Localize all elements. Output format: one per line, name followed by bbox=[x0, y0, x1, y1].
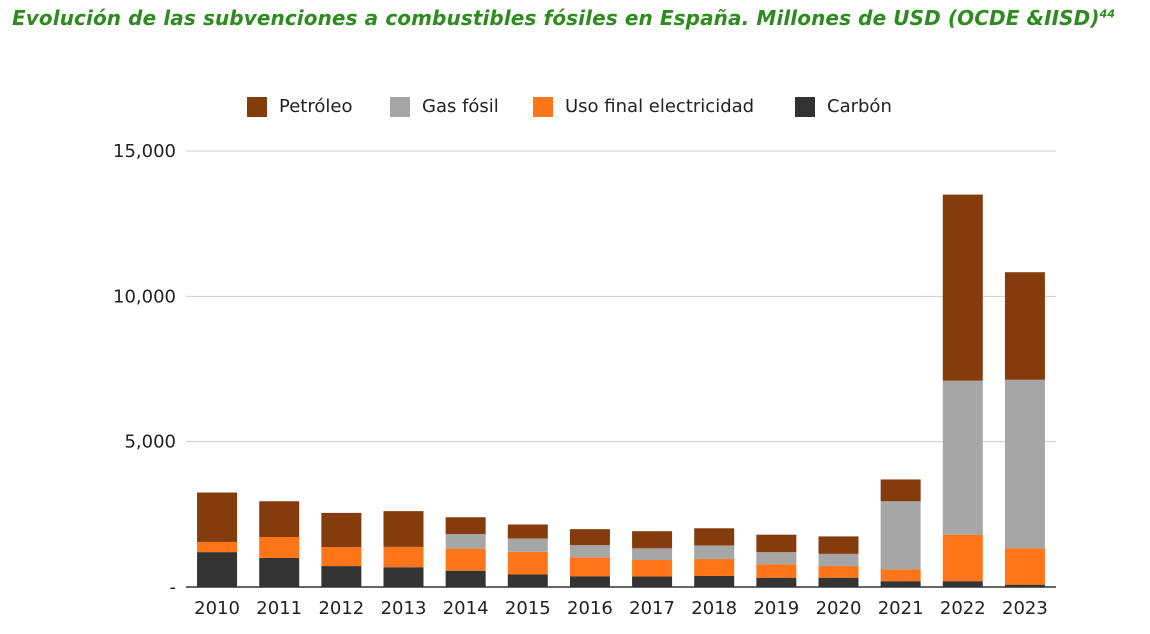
legend-item-gas-fosil: Gas fósil bbox=[390, 96, 499, 117]
y-tick-label: - bbox=[170, 577, 177, 598]
x-tick-label: 2020 bbox=[816, 598, 862, 619]
legend-swatch-uso-final-electricidad bbox=[533, 96, 553, 117]
bar-segment-petróleo-2017 bbox=[632, 531, 673, 549]
chart-legend: Petróleo Gas fósil Uso final electricida… bbox=[0, 96, 1150, 122]
legend-swatch-gas-fosil bbox=[390, 96, 410, 117]
legend-label-carbon: Carbón bbox=[827, 96, 892, 117]
bar-segment-carbón-2021 bbox=[880, 581, 921, 587]
bar-segment-petróleo-2018 bbox=[694, 528, 735, 546]
bar-segment-petróleo-2015 bbox=[507, 524, 548, 539]
bar-segment-petróleo-2020 bbox=[818, 536, 859, 554]
bar-segment-uso-final-electricidad-2022 bbox=[942, 534, 983, 582]
bar-segment-uso-final-electricidad-2017 bbox=[632, 559, 673, 577]
bar-segment-carbón-2017 bbox=[632, 576, 673, 587]
bar-segment-carbón-2023 bbox=[1004, 584, 1045, 587]
bar-segment-gas-fósil-2020 bbox=[818, 553, 859, 567]
bar-segment-gas-fósil-2022 bbox=[942, 380, 983, 535]
title-footnote-ref: 44 bbox=[1099, 7, 1116, 21]
legend-swatch-petroleo bbox=[247, 96, 267, 117]
bar-segment-carbón-2019 bbox=[756, 577, 797, 587]
x-tick-label: 2012 bbox=[318, 598, 364, 619]
bar-segment-petróleo-2022 bbox=[942, 194, 983, 381]
bar-segment-uso-final-electricidad-2019 bbox=[756, 564, 797, 578]
bar-segment-carbón-2018 bbox=[694, 575, 735, 587]
bar-segment-petróleo-2016 bbox=[569, 529, 610, 546]
bar-segment-gas-fósil-2017 bbox=[632, 548, 673, 560]
bar-segment-carbón-2020 bbox=[818, 577, 859, 587]
bar-segment-uso-final-electricidad-2018 bbox=[694, 559, 735, 576]
bar-segment-uso-final-electricidad-2014 bbox=[445, 548, 486, 571]
legend-label-petroleo: Petróleo bbox=[279, 96, 353, 117]
x-tick-label: 2016 bbox=[567, 598, 613, 619]
bar-segment-gas-fósil-2016 bbox=[569, 545, 610, 558]
y-tick-label: 10,000 bbox=[113, 286, 176, 307]
legend-item-carbon: Carbón bbox=[795, 96, 892, 117]
y-tick-label: 15,000 bbox=[113, 141, 176, 162]
bar-segment-gas-fósil-2015 bbox=[507, 538, 548, 552]
legend-label-uso-final-electricidad: Uso final electricidad bbox=[565, 96, 755, 117]
bar-segment-carbón-2013 bbox=[383, 567, 424, 587]
x-tick-label: 2015 bbox=[505, 598, 551, 619]
chart-title: Evolución de las subvenciones a combusti… bbox=[12, 6, 1115, 30]
x-tick-label: 2010 bbox=[194, 598, 240, 619]
bar-segment-petróleo-2010 bbox=[197, 492, 238, 542]
bar-segment-uso-final-electricidad-2023 bbox=[1004, 548, 1045, 585]
bar-segment-carbón-2016 bbox=[569, 576, 610, 587]
legend-item-uso-final-electricidad: Uso final electricidad bbox=[533, 96, 754, 117]
bar-segment-carbón-2015 bbox=[507, 574, 548, 587]
y-tick-label: 5,000 bbox=[124, 432, 176, 453]
x-tick-label: 2019 bbox=[753, 598, 799, 619]
legend-swatch-carbon bbox=[795, 96, 815, 117]
bar-segment-carbón-2010 bbox=[197, 552, 238, 587]
bar-segment-petróleo-2013 bbox=[383, 511, 424, 547]
bar-segment-carbón-2014 bbox=[445, 570, 486, 587]
bar-segment-uso-final-electricidad-2013 bbox=[383, 546, 424, 568]
bar-segment-carbón-2012 bbox=[321, 566, 362, 587]
bar-segment-carbón-2022 bbox=[942, 581, 983, 587]
bar-segment-uso-final-electricidad-2011 bbox=[259, 537, 300, 558]
bar-segment-uso-final-electricidad-2021 bbox=[880, 569, 921, 582]
bar-segment-petróleo-2014 bbox=[445, 517, 486, 535]
x-tick-label: 2021 bbox=[878, 598, 924, 619]
x-tick-label: 2022 bbox=[940, 598, 986, 619]
bar-segment-gas-fósil-2018 bbox=[694, 545, 735, 560]
x-tick-label: 2023 bbox=[1002, 598, 1048, 619]
bar-segment-uso-final-electricidad-2012 bbox=[321, 547, 362, 567]
bar-segment-petróleo-2021 bbox=[880, 479, 921, 502]
bar-segment-uso-final-electricidad-2010 bbox=[197, 541, 238, 553]
bar-segment-carbón-2011 bbox=[259, 557, 300, 587]
legend-item-petroleo: Petróleo bbox=[247, 96, 352, 117]
bar-segment-uso-final-electricidad-2020 bbox=[818, 566, 859, 578]
bar-segment-petróleo-2012 bbox=[321, 512, 362, 548]
bar-segment-uso-final-electricidad-2015 bbox=[507, 551, 548, 575]
x-tick-label: 2014 bbox=[443, 598, 489, 619]
x-tick-label: 2018 bbox=[691, 598, 737, 619]
bar-segment-petróleo-2023 bbox=[1004, 272, 1045, 380]
bar-segment-gas-fósil-2021 bbox=[880, 501, 921, 570]
x-tick-label: 2011 bbox=[256, 598, 302, 619]
legend-label-gas-fosil: Gas fósil bbox=[422, 96, 499, 117]
bar-segment-petróleo-2011 bbox=[259, 501, 300, 538]
x-tick-label: 2013 bbox=[381, 598, 427, 619]
bar-segment-uso-final-electricidad-2016 bbox=[569, 557, 610, 577]
chart-title-text: Evolución de las subvenciones a combusti… bbox=[12, 6, 1100, 30]
bar-segment-gas-fósil-2019 bbox=[756, 552, 797, 565]
x-tick-label: 2017 bbox=[629, 598, 675, 619]
bar-segment-petróleo-2019 bbox=[756, 534, 797, 553]
bar-segment-gas-fósil-2014 bbox=[445, 534, 486, 549]
bar-segment-gas-fósil-2023 bbox=[1004, 379, 1045, 549]
